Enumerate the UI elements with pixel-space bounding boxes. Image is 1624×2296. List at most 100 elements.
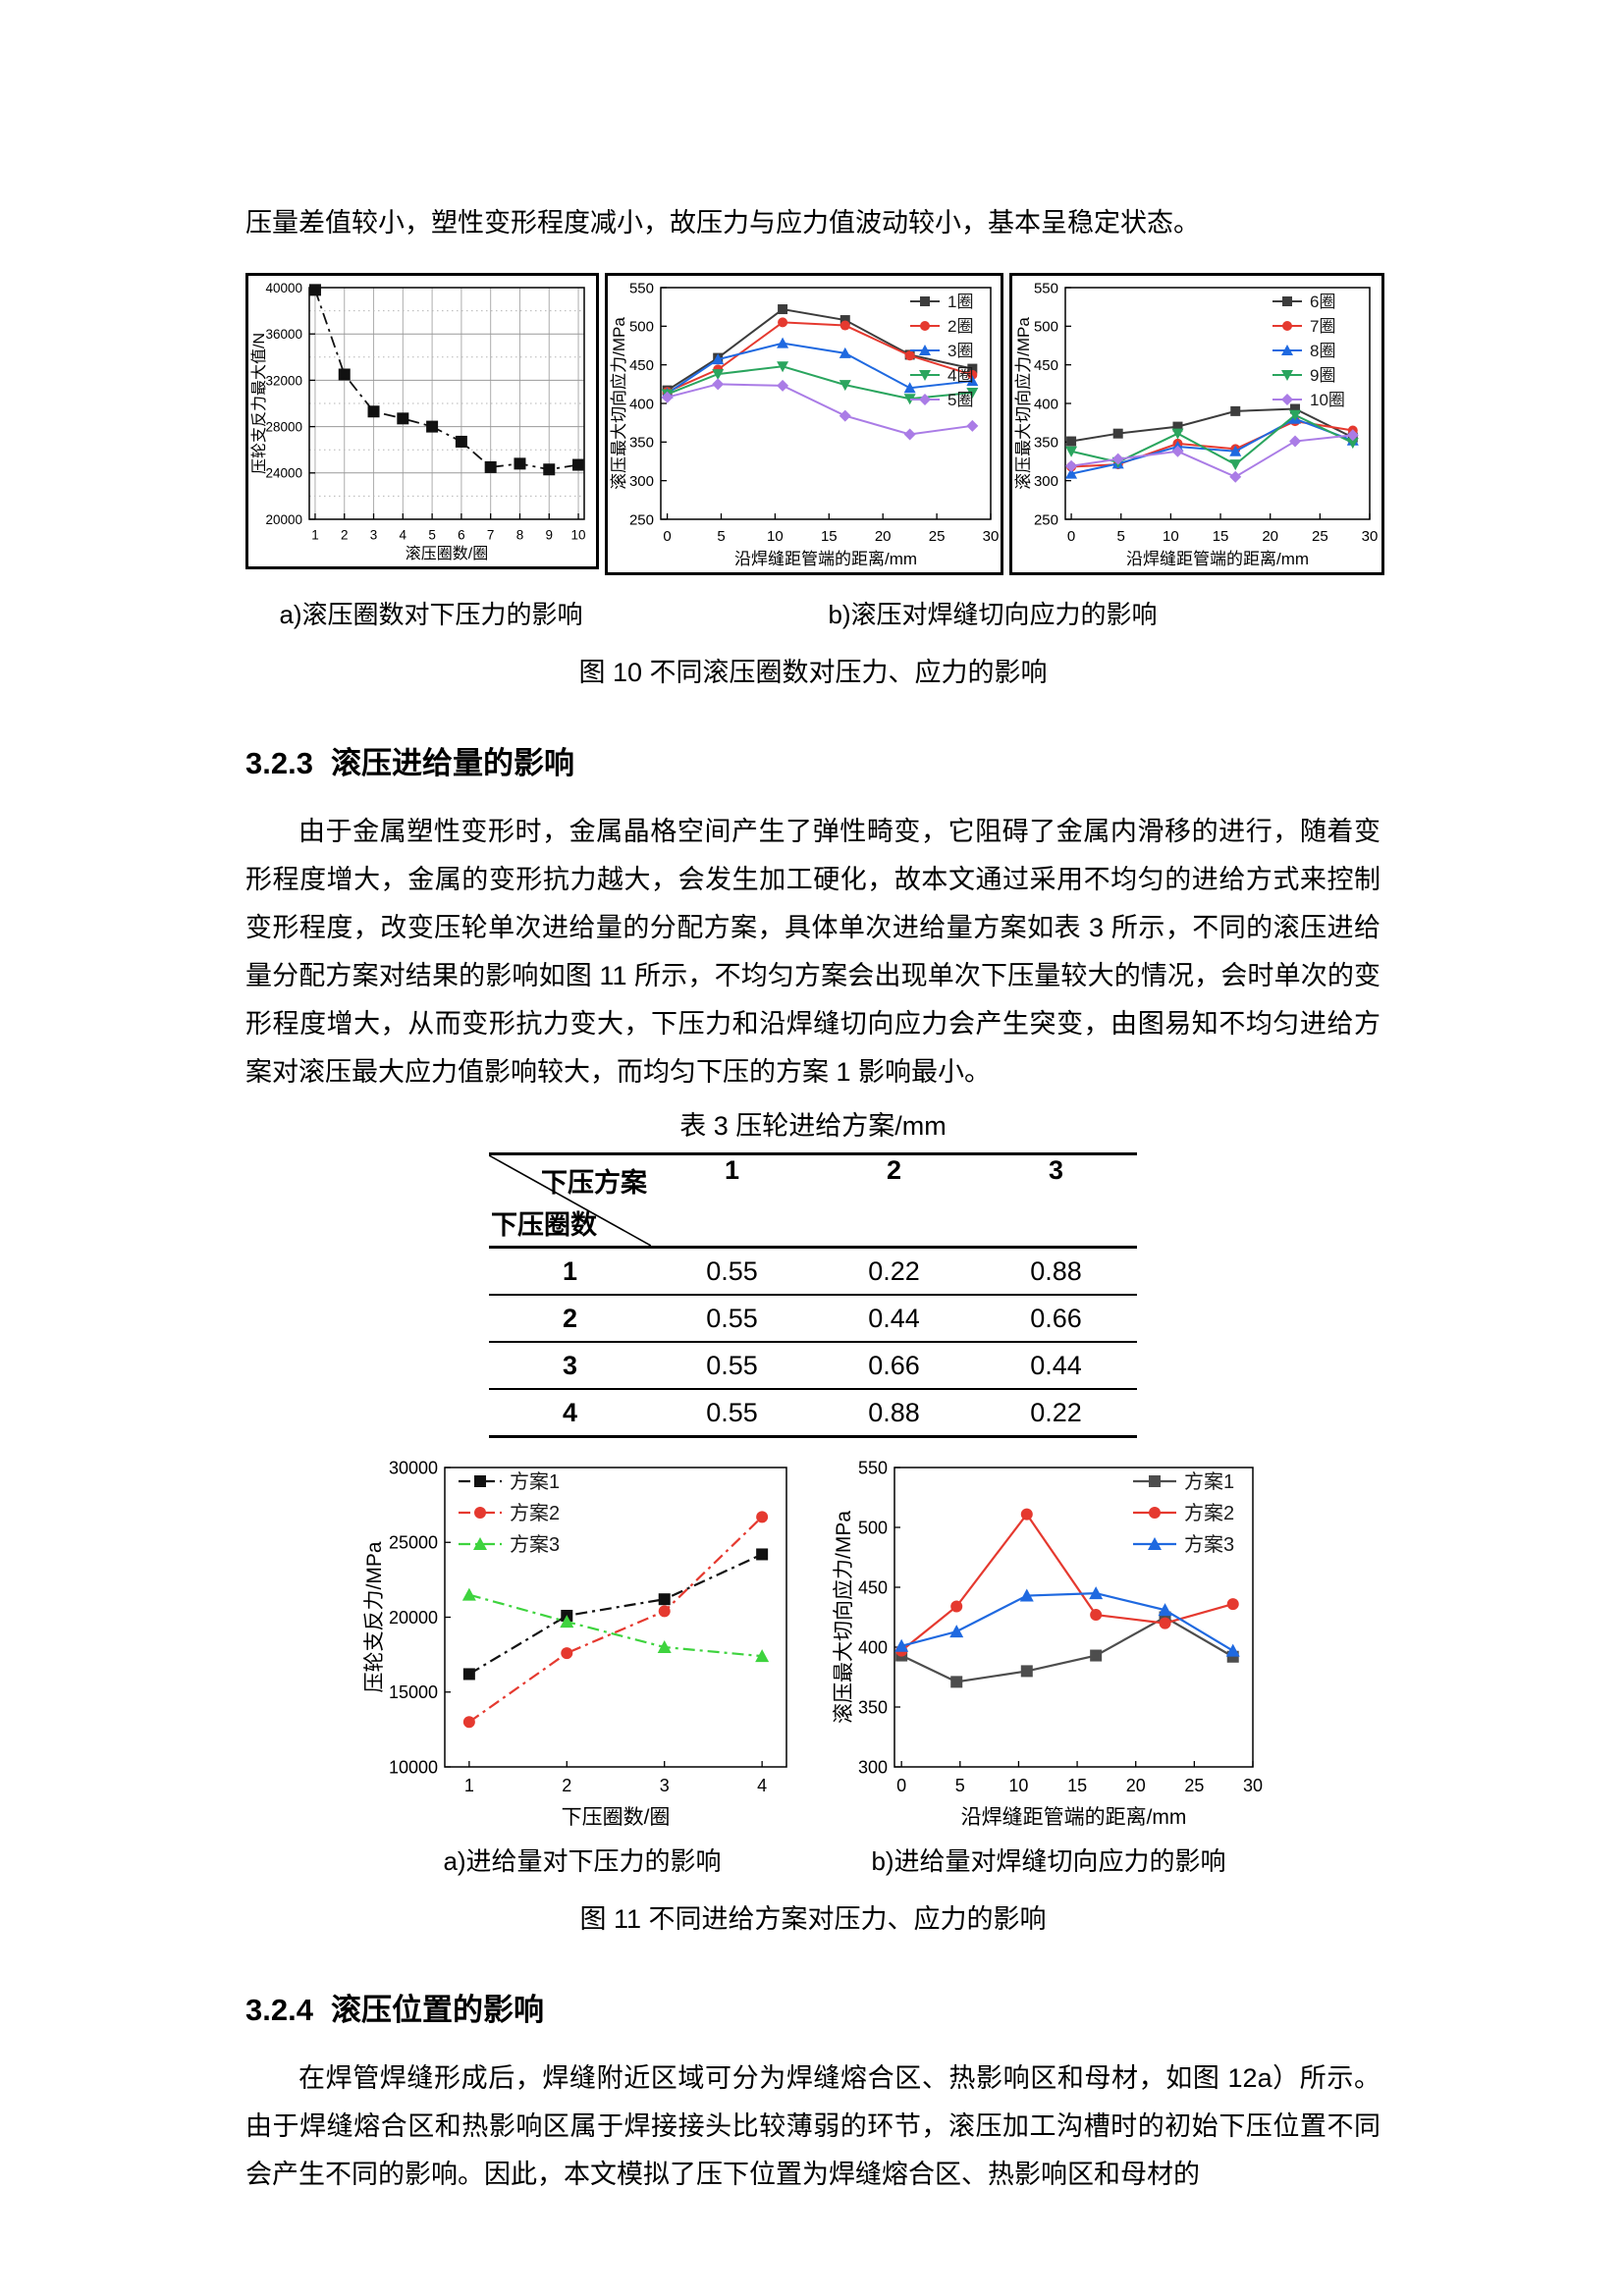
figure10-charts: 1 2 3 4 5 6 7 8 9 10 20000 24000 28000 32000 36000 4000…: [245, 273, 1384, 575]
svg-text:滚压最大切向应力/MPa: 滚压最大切向应力/MPa: [1014, 317, 1033, 490]
heading-3-2-3: 3.2.3 滚压进给量的影响: [245, 738, 1380, 782]
figure11-subcaptions: a)进给量对下压力的影响 b)进给量对焊缝切向应力的影响: [245, 1842, 1380, 1878]
svg-text:500: 500: [629, 319, 654, 336]
svg-text:15: 15: [1213, 528, 1229, 545]
fig11a-chart: 1 2 3 4 10000 15000 20000 25000 30000 方案1 方案2 方案3 下压…: [363, 1458, 787, 1829]
svg-text:4圈: 4圈: [947, 366, 973, 385]
svg-text:350: 350: [857, 1697, 887, 1717]
paragraph-3-2-4: 在焊管焊缝形成后，焊缝附近区域可分为焊缝熔合区、热影响区和母材，如图 12a）所…: [245, 2063, 1380, 2189]
table3-cell: 0.44: [868, 1303, 920, 1333]
table-row: 1 0.55 0.22 0.88: [489, 1248, 1137, 1295]
svg-text:350: 350: [1034, 435, 1058, 452]
svg-text:30000: 30000: [388, 1458, 437, 1477]
svg-text:25: 25: [1312, 528, 1328, 545]
fig10c-chart: 0 5 10 15 20 25 30 250 300 350 400 450 500 550 6圈 7圈 8圈 9…: [1014, 280, 1379, 568]
svg-text:24000: 24000: [265, 466, 302, 481]
table3-cell: 0.55: [706, 1350, 758, 1380]
svg-text:沿焊缝距管端的距离/mm: 沿焊缝距管端的距离/mm: [734, 550, 917, 568]
svg-text:30: 30: [983, 528, 1000, 545]
chart-fig10a-frame: 1 2 3 4 5 6 7 8 9 10 20000 24000 28000 32000 36000 4000…: [245, 273, 599, 569]
table3-column-header: 2: [886, 1155, 902, 1185]
svg-text:7: 7: [487, 528, 495, 543]
svg-text:0: 0: [663, 528, 671, 545]
svg-text:32000: 32000: [265, 373, 302, 388]
svg-text:300: 300: [857, 1757, 887, 1777]
svg-text:25: 25: [1184, 1776, 1204, 1795]
svg-text:400: 400: [629, 396, 654, 412]
table-row: 4 0.55 0.88 0.22: [489, 1389, 1137, 1437]
svg-text:15: 15: [821, 528, 838, 545]
table3-cell: 0.88: [868, 1397, 920, 1427]
svg-text:5: 5: [1117, 528, 1125, 545]
svg-text:250: 250: [1034, 511, 1058, 528]
svg-text:350: 350: [629, 435, 654, 452]
svg-text:1: 1: [463, 1776, 473, 1795]
table3-corner-bottom-label: 下压圈数: [491, 1210, 597, 1240]
svg-text:2: 2: [562, 1776, 571, 1795]
svg-text:下压圈数/圈: 下压圈数/圈: [561, 1806, 670, 1829]
svg-text:20000: 20000: [265, 512, 302, 527]
svg-text:10: 10: [1163, 528, 1179, 545]
svg-text:300: 300: [1034, 473, 1058, 490]
svg-text:500: 500: [857, 1518, 887, 1537]
svg-text:40000: 40000: [265, 281, 302, 295]
svg-text:方案1: 方案1: [1184, 1470, 1234, 1493]
table3-column-header: 1: [724, 1155, 740, 1185]
svg-text:2圈: 2圈: [947, 317, 973, 336]
svg-text:3: 3: [370, 528, 378, 543]
svg-text:滚压圈数/圈: 滚压圈数/圈: [406, 545, 488, 562]
svg-text:9圈: 9圈: [1310, 366, 1335, 385]
caption-fig10b: b)滚压对焊缝切向应力的影响: [828, 600, 1158, 629]
svg-text:0: 0: [896, 1776, 906, 1795]
fig11b-chart: 0 5 10 15 20 25 30 300 350 400 450 500 550 方案1 方案2 方案3 沿…: [833, 1458, 1263, 1829]
svg-text:6圈: 6圈: [1310, 293, 1335, 311]
svg-text:10000: 10000: [388, 1757, 437, 1777]
svg-text:4: 4: [757, 1776, 767, 1795]
svg-text:36000: 36000: [265, 327, 302, 342]
table3-row-label: 3: [562, 1350, 578, 1380]
table3-cell: 0.22: [868, 1255, 920, 1286]
svg-text:250: 250: [629, 511, 654, 528]
svg-text:550: 550: [857, 1458, 887, 1477]
svg-text:7圈: 7圈: [1310, 317, 1335, 336]
caption-fig10a: a)滚压圈数对下压力的影响: [279, 600, 583, 629]
svg-text:20000: 20000: [388, 1608, 437, 1628]
svg-text:9: 9: [545, 528, 553, 543]
svg-text:沿焊缝距管端的距离/mm: 沿焊缝距管端的距离/mm: [960, 1806, 1186, 1829]
svg-text:25000: 25000: [388, 1533, 437, 1553]
svg-text:5圈: 5圈: [947, 391, 973, 409]
svg-text:8圈: 8圈: [1310, 342, 1335, 360]
table3-row-label: 4: [562, 1397, 578, 1427]
svg-text:方案3: 方案3: [510, 1533, 560, 1556]
svg-text:15: 15: [1067, 1776, 1087, 1795]
svg-text:方案3: 方案3: [1184, 1533, 1234, 1556]
svg-text:25: 25: [929, 528, 946, 545]
table3-cell: 0.55: [706, 1397, 758, 1427]
svg-text:400: 400: [857, 1637, 887, 1657]
chart-fig10b-frame: 0 5 10 15 20 25 30 250 300 350 400 450 500 550 1圈 2圈 3圈 4…: [605, 273, 1003, 575]
table3-cell: 0.22: [1030, 1397, 1082, 1427]
svg-text:28000: 28000: [265, 419, 302, 434]
svg-text:450: 450: [629, 357, 654, 374]
svg-text:滚压最大切向应力/MPa: 滚压最大切向应力/MPa: [833, 1511, 855, 1724]
svg-text:450: 450: [1034, 357, 1058, 374]
svg-text:2: 2: [341, 528, 349, 543]
svg-text:5: 5: [428, 528, 436, 543]
heading-3-2-4: 3.2.4 滚压位置的影响: [245, 1985, 1380, 2029]
svg-text:6: 6: [458, 528, 465, 543]
caption-fig11b: b)进给量对焊缝切向应力的影响: [871, 1846, 1226, 1876]
heading-3-2-3-title: 滚压进给量的影响: [330, 746, 574, 780]
svg-text:30: 30: [1362, 528, 1379, 545]
table3: 下压方案 下压圈数 1 2 3 1 0.55 0.22 0.88 2 0.55 0.44 0.66…: [489, 1152, 1137, 1438]
svg-text:压轮支反力/MPa: 压轮支反力/MPa: [363, 1541, 386, 1692]
fig10a-chart: 1 2 3 4 5 6 7 8 9 10 20000 24000 28000 32000 36000 4000…: [250, 281, 586, 562]
svg-text:30: 30: [1242, 1776, 1262, 1795]
svg-text:5: 5: [954, 1776, 964, 1795]
svg-text:550: 550: [1034, 280, 1058, 296]
svg-text:20: 20: [1262, 528, 1278, 545]
svg-text:10: 10: [571, 528, 586, 543]
table3-corner-top-label: 下压方案: [541, 1168, 647, 1198]
svg-text:3: 3: [659, 1776, 669, 1795]
svg-text:4: 4: [400, 528, 407, 543]
svg-text:0: 0: [1067, 528, 1075, 545]
